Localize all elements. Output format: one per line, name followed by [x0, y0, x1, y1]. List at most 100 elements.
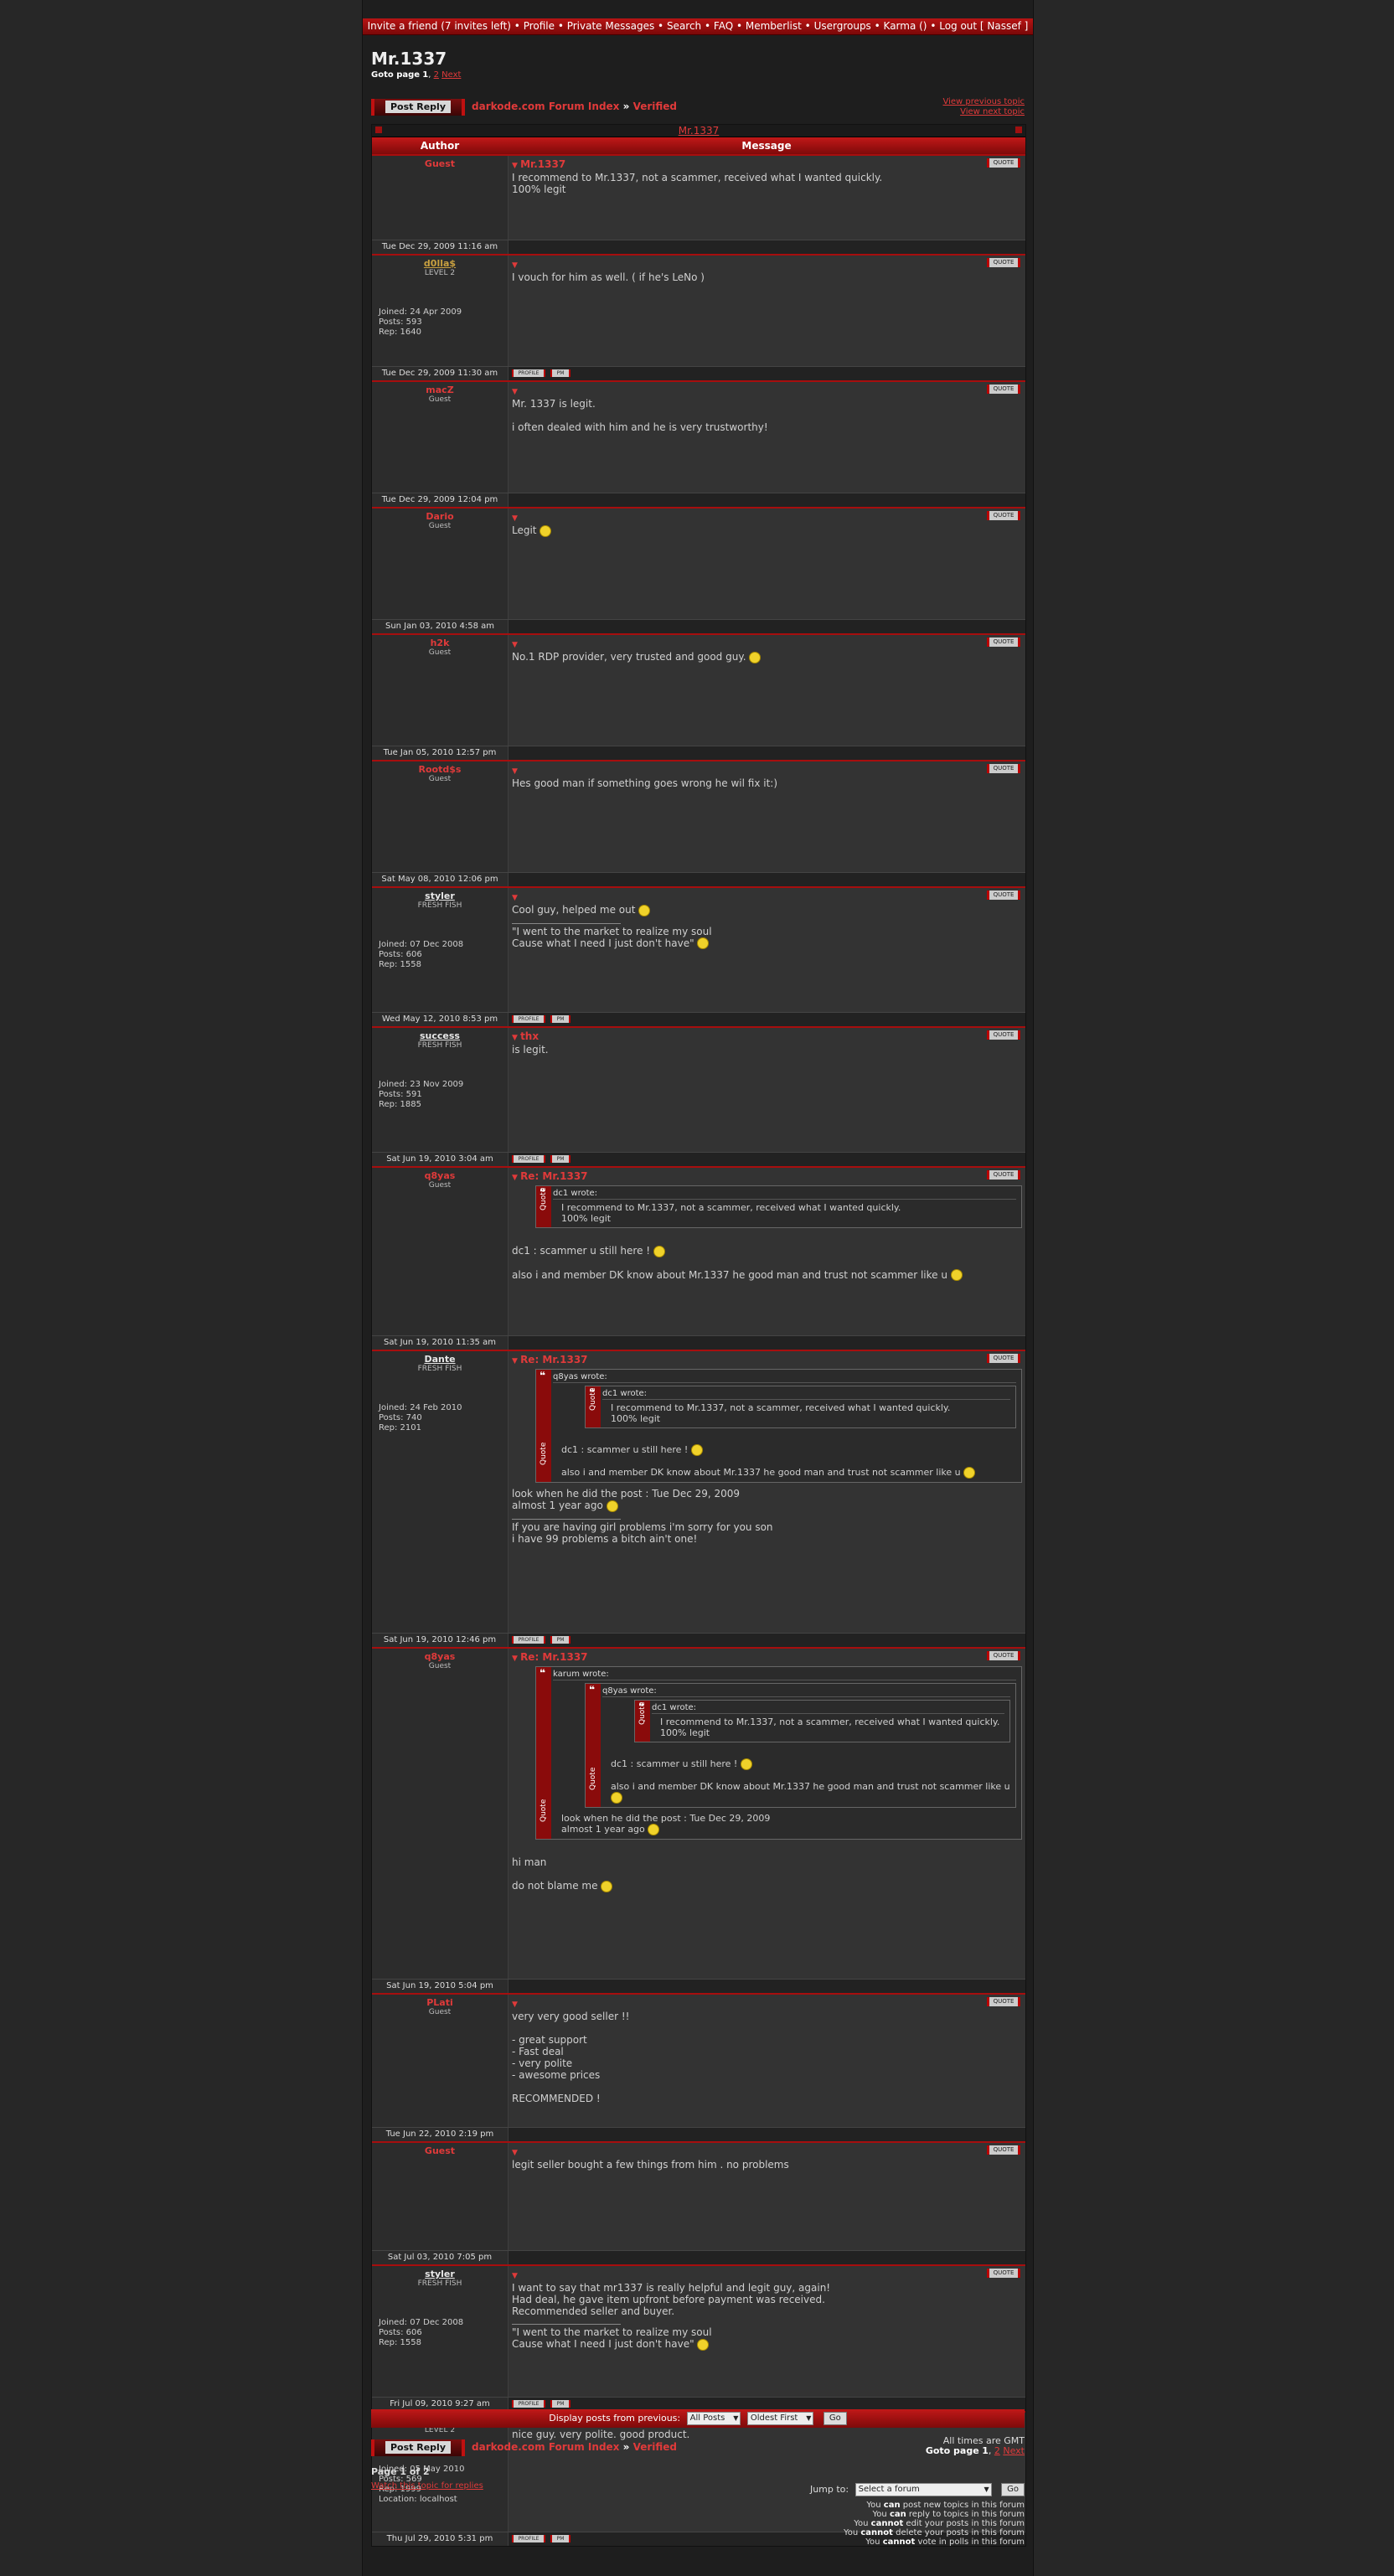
smiley-icon: [749, 651, 762, 663]
display-go-button[interactable]: Go: [823, 2412, 847, 2425]
post-subject: ▼: [512, 1997, 1022, 2011]
signature-line: If you are having girl problems i'm sorr…: [512, 1520, 773, 1533]
topic-bar-title[interactable]: Mr.1337: [678, 125, 720, 137]
author-name[interactable]: q8yas: [424, 1651, 456, 1662]
nav-invite[interactable]: Invite a friend (7 invites left): [367, 20, 511, 32]
post-body: ❝ Quote q8yas wrote: ❝ Quote dc1 wrote: I reco…: [512, 1369, 1022, 1545]
watch-topic-link[interactable]: Watch this topic for replies: [371, 2481, 483, 2491]
post: q8yas Guest ▼ Re: Mr.1337 QUOTE ❝ Quote dc1 wr…: [372, 1166, 1025, 1335]
author-name[interactable]: h2k: [430, 638, 450, 648]
post-reply-button[interactable]: Post Reply: [371, 99, 465, 116]
quote-button[interactable]: QUOTE: [987, 2145, 1020, 2155]
quote-button[interactable]: QUOTE: [987, 2269, 1020, 2278]
pm-button[interactable]: PM: [550, 2400, 571, 2408]
nav-karma[interactable]: Karma (): [883, 20, 927, 32]
page-2-link[interactable]: 2: [433, 70, 439, 80]
pm-button[interactable]: PM: [550, 1155, 571, 1163]
view-next-topic-link[interactable]: View next topic: [960, 107, 1025, 116]
post-arrow-icon: ▼: [512, 162, 521, 170]
spacer: [512, 1257, 1022, 1269]
forum-container: Invite a friend (7 invites left) • Profi…: [362, 0, 1034, 2576]
nav-profile[interactable]: Profile: [523, 20, 555, 32]
quote-button[interactable]: QUOTE: [987, 891, 1020, 900]
quote-button[interactable]: QUOTE: [987, 385, 1020, 394]
post-reply-button-bottom[interactable]: Post Reply: [371, 2439, 465, 2456]
page-background-left: [0, 0, 362, 2576]
post-footer: Sat May 08, 2010 12:06 pm: [372, 872, 1025, 886]
quote-button[interactable]: QUOTE: [987, 764, 1020, 773]
profile-button[interactable]: PROFILE: [512, 2400, 545, 2408]
post-arrow-icon: ▼: [512, 2272, 518, 2280]
post-line: also i and member DK know about Mr.1337 …: [512, 1269, 1022, 1281]
post-arrow-icon: ▼: [512, 1357, 521, 1365]
breadcrumb-index-bottom[interactable]: darkode.com Forum Index: [472, 2441, 620, 2453]
quote-button[interactable]: QUOTE: [987, 1170, 1020, 1180]
author-name[interactable]: Guest: [424, 2145, 456, 2156]
post-actions: [509, 873, 1025, 886]
author-name[interactable]: success: [420, 1030, 460, 1041]
author-name[interactable]: PLati: [426, 1997, 453, 2008]
author-rank: FRESH FISH: [417, 1365, 462, 1373]
post-actions: PROFILE PM: [509, 367, 1025, 380]
post-line: - great support: [512, 2034, 587, 2046]
footer-next-link[interactable]: Next: [1003, 2445, 1025, 2456]
post-message: ▼ QUOTE No.1 RDP provider, very trusted a…: [509, 635, 1025, 746]
post-message: ▼ QUOTE legit seller bought a few things …: [509, 2143, 1025, 2250]
breadcrumb-index[interactable]: darkode.com Forum Index: [472, 101, 620, 112]
nav-usergroups[interactable]: Usergroups: [813, 20, 871, 32]
pm-button[interactable]: PM: [550, 1015, 571, 1023]
posts-filter-select[interactable]: All Posts: [686, 2412, 741, 2425]
post-message: ▼ QUOTE Mr. 1337 is legit. i often dealed…: [509, 382, 1025, 493]
profile-button[interactable]: PROFILE: [512, 1015, 545, 1023]
signature-divider: [512, 1518, 621, 1520]
goto-page: Goto page 1, 2 Next: [371, 70, 462, 80]
quote-button[interactable]: QUOTE: [987, 511, 1020, 520]
author-name[interactable]: styler: [425, 2269, 455, 2279]
quote-button[interactable]: QUOTE: [987, 158, 1020, 168]
post-author: styler FRESH FISH Joined: 07 Dec 2008 Posts…: [372, 888, 509, 1012]
pm-button[interactable]: PM: [550, 1636, 571, 1644]
author-stats: Joined: 24 Apr 2009 Posts: 593 Rep: 1640: [379, 307, 462, 338]
author-stat: Posts: 740: [379, 1413, 422, 1422]
breadcrumb-forum-bottom[interactable]: Verified: [632, 2441, 677, 2453]
author-name[interactable]: q8yas: [424, 1170, 456, 1181]
profile-button[interactable]: PROFILE: [512, 369, 545, 377]
author-name[interactable]: styler: [425, 891, 455, 901]
permissions-list: You can post new topics in this forum You…: [844, 2501, 1025, 2547]
author-name[interactable]: d0lla$: [423, 258, 457, 269]
jump-select[interactable]: Select a forum: [854, 2483, 992, 2496]
nav-faq[interactable]: FAQ: [713, 20, 734, 32]
nav-memberlist[interactable]: Memberlist: [745, 20, 802, 32]
post-subject-text: Re: Mr.1337: [520, 1354, 588, 1365]
post-footer: Sat Jun 19, 2010 3:04 am PROFILE PM: [372, 1152, 1025, 1166]
nav-private-messages[interactable]: Private Messages: [566, 20, 655, 32]
quote-box: ❝ Quote dc1 wrote: I recommend to Mr.1337, …: [535, 1185, 1022, 1228]
pm-button[interactable]: PM: [550, 2535, 571, 2542]
permission-line: You cannot delete your posts in this for…: [843, 2528, 1025, 2537]
quote-button[interactable]: QUOTE: [987, 1997, 1020, 2006]
breadcrumb-forum[interactable]: Verified: [632, 101, 677, 112]
quote-button[interactable]: QUOTE: [987, 1651, 1020, 1660]
nav-logout[interactable]: Log out [ Nassef ]: [939, 20, 1029, 32]
post-actions: [509, 2251, 1025, 2264]
order-select[interactable]: Oldest First: [746, 2412, 814, 2425]
view-previous-topic-link[interactable]: View previous topic: [942, 97, 1025, 106]
nav-search[interactable]: Search: [666, 20, 702, 32]
quote-button[interactable]: QUOTE: [987, 1354, 1020, 1363]
profile-button[interactable]: PROFILE: [512, 1155, 545, 1163]
pm-button[interactable]: PM: [550, 369, 571, 377]
profile-button[interactable]: PROFILE: [512, 2535, 545, 2542]
author-name[interactable]: Rootd$s: [418, 764, 462, 775]
quote-button[interactable]: QUOTE: [987, 638, 1020, 647]
profile-button[interactable]: PROFILE: [512, 1636, 545, 1644]
jump-go-button[interactable]: Go: [1001, 2483, 1025, 2496]
author-name[interactable]: Guest: [424, 158, 456, 169]
author-name[interactable]: Dante: [424, 1354, 456, 1365]
smiley-icon: [653, 1245, 665, 1257]
quote-button[interactable]: QUOTE: [987, 1030, 1020, 1040]
next-page-link[interactable]: Next: [441, 70, 462, 80]
footer-page-2-link[interactable]: 2: [994, 2445, 1000, 2456]
author-name[interactable]: Dario: [426, 511, 454, 522]
quote-button[interactable]: QUOTE: [987, 258, 1020, 267]
author-name[interactable]: macZ: [426, 385, 454, 395]
